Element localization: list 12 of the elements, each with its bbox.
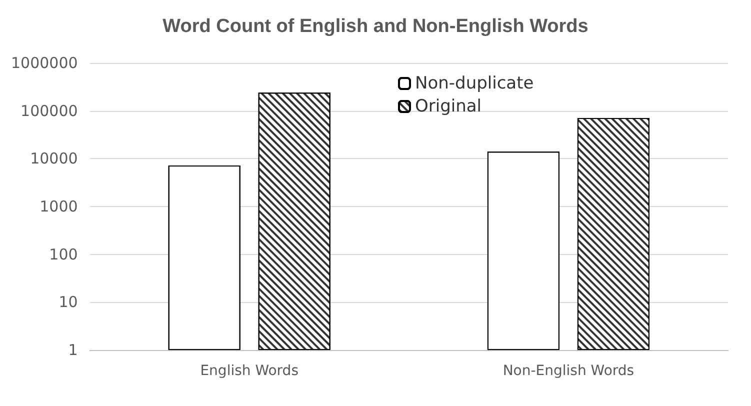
x-tick-label: English Words [200, 363, 298, 379]
y-tick-label: 1000000 [10, 54, 78, 72]
y-tick-label: 10 [58, 293, 78, 312]
y-tick-label: 100 [49, 245, 78, 264]
y-tick-label: 1 [68, 341, 78, 359]
y-tick-label: 1000 [40, 198, 78, 216]
chart-title: Word Count of English and Non-English Words [162, 16, 588, 37]
legend-label: Original [415, 96, 482, 116]
y-tick-label: 10000 [30, 150, 78, 168]
legend-label: Non-duplicate [415, 74, 534, 94]
x-tick-label: Non-English Words [502, 363, 634, 379]
y-tick-label: 100000 [20, 102, 78, 120]
